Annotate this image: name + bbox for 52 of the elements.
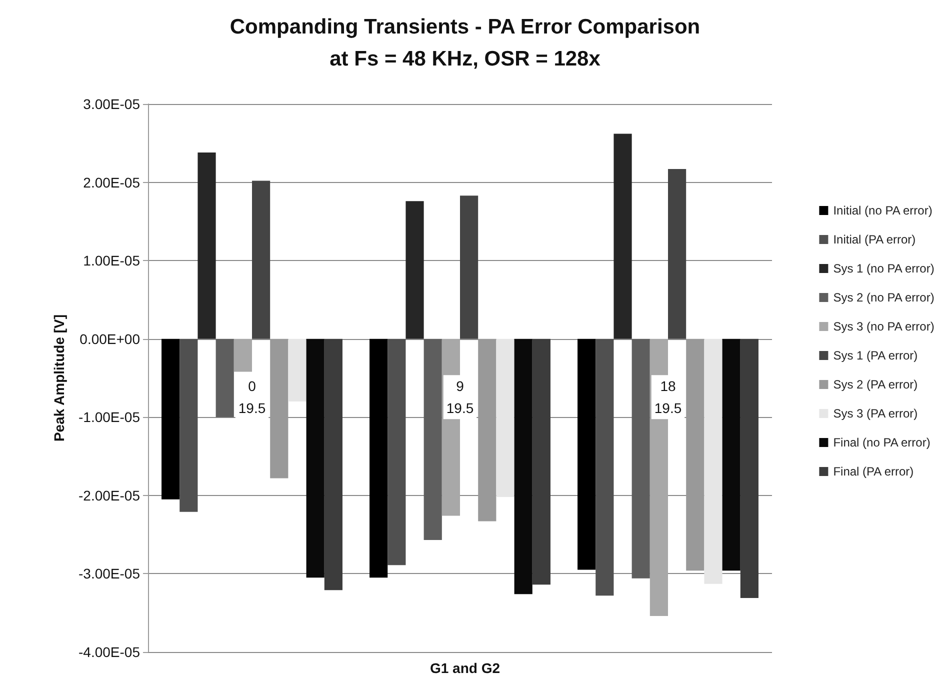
x-tick-label: 18 19.5 [654,378,682,416]
bar [288,338,306,402]
bar [388,338,406,566]
bar [668,168,686,339]
bar [306,338,324,578]
bar [496,338,514,497]
legend-label: Final (no PA error) [833,436,930,450]
legend-label: Initial (no PA error) [833,204,932,218]
bar [614,134,632,339]
bar [424,338,442,540]
bar [234,338,252,372]
bar [578,338,596,570]
bar [686,338,704,571]
bar [324,338,342,590]
bar [460,196,478,339]
y-tick-label: -4.00E-05 [78,644,140,660]
y-tick-label: -2.00E-05 [78,487,140,504]
x-tick-label: 9 19.5 [446,378,474,416]
bar [478,338,496,522]
bar [406,201,424,339]
bar [216,338,234,418]
bar [722,338,740,571]
chart-title: Companding Transients - PA Error Comparison at Fs = 48 KHz, OSR = 128x [230,16,700,70]
y-tick-label: 1.00E-05 [83,252,140,269]
bar [532,338,550,585]
bar [596,338,614,596]
bar [370,338,388,578]
bar [270,338,288,478]
legend-label: Initial (PA error) [833,232,916,246]
y-tick-label: 0.00E+00 [80,330,140,347]
y-tick-label: -3.00E-05 [78,566,140,582]
bar [514,338,532,594]
y-tick-label: 2.00E-05 [83,174,140,190]
y-tick-label: -1.00E-05 [78,409,140,426]
legend-label: Sys 1 (no PA error) [833,262,934,276]
x-axis-title: G1 and G2 [430,660,500,676]
legend-label: Sys 1 (PA error) [833,348,918,362]
bar [198,152,216,339]
bar [252,180,270,339]
bar [162,338,180,500]
y-tick-label: 3.00E-05 [83,96,140,112]
x-tick-label: 0 19.5 [238,378,266,416]
legend-label: Sys 3 (no PA error) [833,320,934,334]
legend-label: Sys 2 (no PA error) [833,290,934,304]
y-axis-title: Peak Amplitude [V] [51,314,67,442]
bar [740,338,758,598]
legend-label: Sys 3 (PA error) [833,406,918,420]
legend-label: Final (PA error) [833,464,914,478]
bar [632,338,650,578]
bar [180,338,198,512]
bar [704,338,722,584]
legend-label: Sys 2 (PA error) [833,378,918,392]
